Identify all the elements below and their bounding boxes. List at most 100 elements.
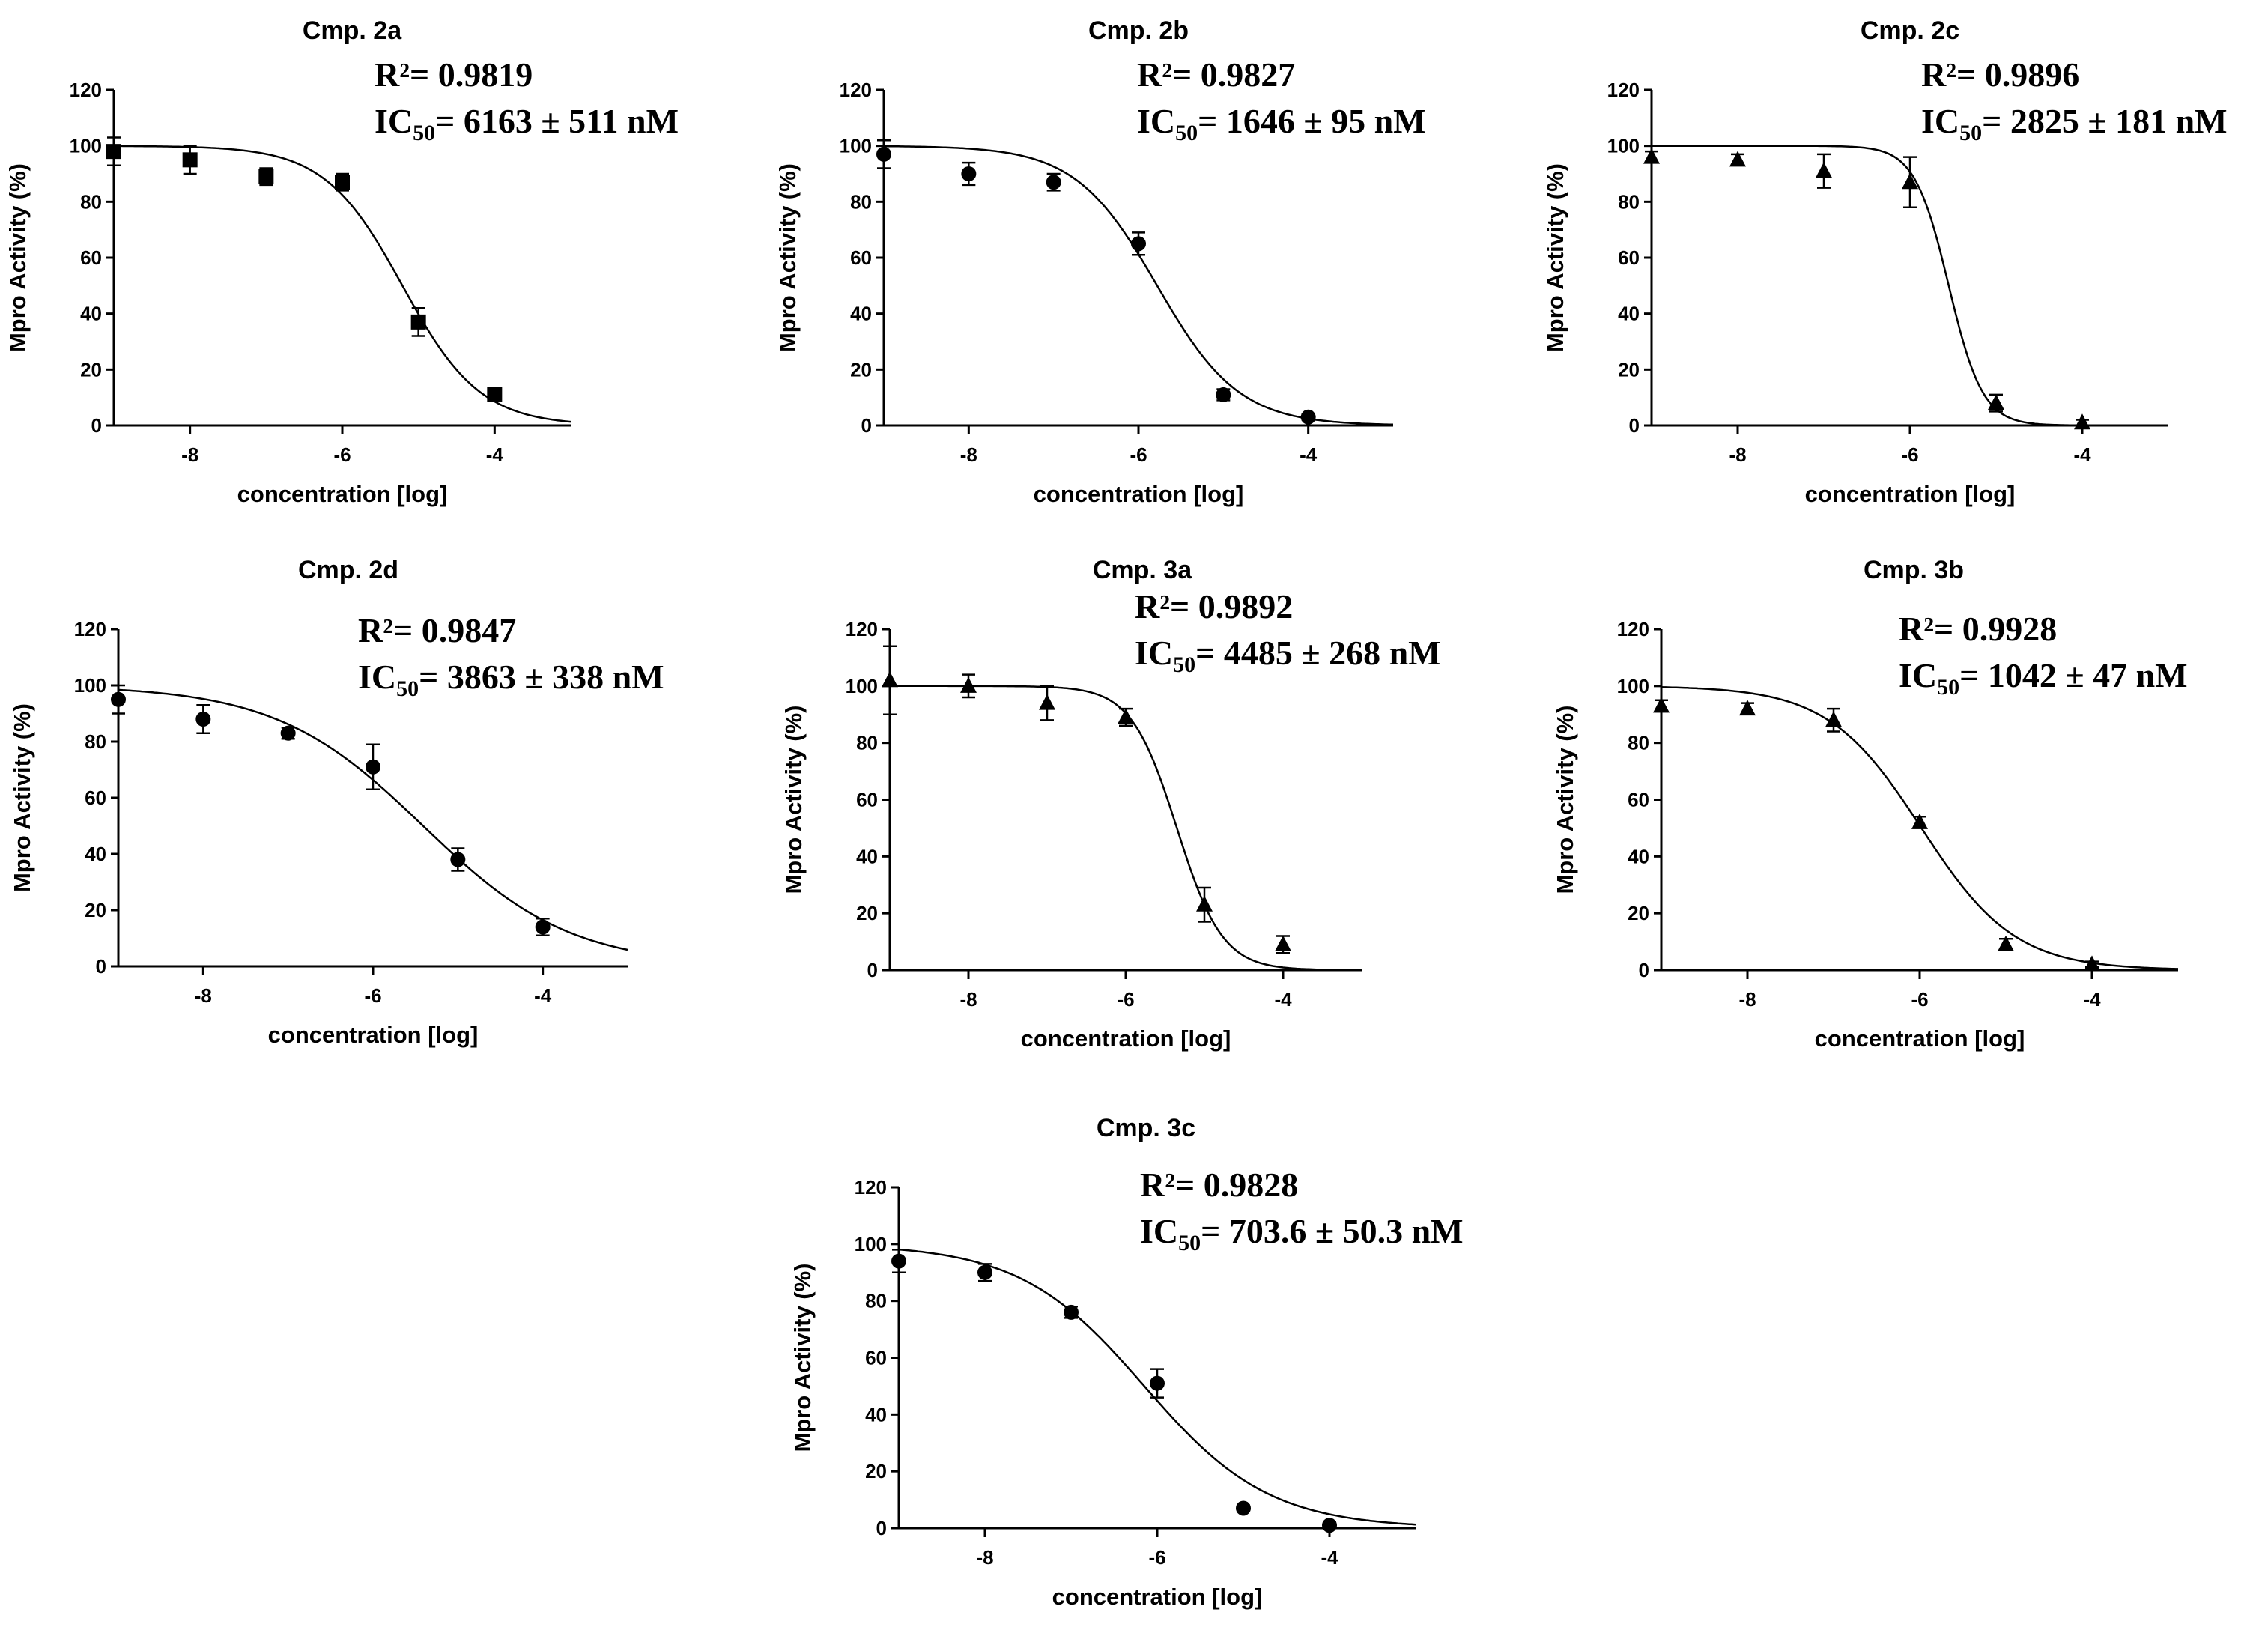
ic50-label: IC50= 1646 ± 95 nM — [1137, 102, 1426, 145]
ic50-value: = 1646 ± 95 nM — [1198, 102, 1425, 140]
x-tick-label: -6 — [1130, 443, 1147, 466]
data-point — [1988, 394, 2004, 410]
y-tick-label: 100 — [1607, 135, 1640, 157]
data-point — [1643, 148, 1660, 164]
y-tick-label: 80 — [1628, 732, 1649, 754]
x-axis-label: concentration [log] — [1034, 481, 1244, 507]
y-tick-label: 120 — [74, 618, 106, 640]
ic50-subscript: 50 — [1937, 675, 1959, 700]
y-tick-label: 40 — [856, 845, 878, 867]
data-point — [1300, 409, 1316, 425]
fit-curve — [890, 685, 1362, 972]
ic50-subscript: 50 — [1175, 121, 1198, 145]
data-point — [1998, 935, 2014, 951]
ic50-prefix: IC — [375, 102, 413, 140]
y-tick-label: 60 — [1628, 789, 1649, 811]
y-tick-label: 120 — [1617, 618, 1649, 640]
data-point — [366, 759, 380, 775]
ic50-value: = 2825 ± 181 nM — [1982, 102, 2227, 140]
chart-panel-6: Cmp. 3b 0 20 40 60 80 100 120 -8 -6 -4 concentratio… — [1552, 556, 2188, 1052]
y-tick-label: 60 — [850, 246, 872, 269]
y-tick-label: 40 — [865, 1403, 887, 1426]
chart-panel-2: Cmp. 2b 0 20 40 60 80 100 120 -8 -6 -4 concentratio… — [774, 16, 1426, 507]
ic50-subscript: 50 — [1178, 1231, 1201, 1255]
data-point — [961, 166, 977, 181]
data-point — [487, 387, 503, 402]
y-tick-label: 120 — [855, 1176, 887, 1199]
y-tick-label: 20 — [850, 358, 872, 381]
y-tick-label: 120 — [1607, 79, 1640, 101]
y-tick-label: 100 — [1617, 675, 1649, 697]
y-tick-label: 20 — [865, 1460, 887, 1482]
ic50-prefix: IC — [1137, 102, 1175, 140]
data-point — [1196, 895, 1213, 912]
data-point — [2074, 413, 2090, 430]
data-point — [891, 1253, 906, 1269]
data-point — [1046, 175, 1061, 190]
r-squared-label: R²= 0.9847 — [358, 611, 516, 649]
ic50-value: = 703.6 ± 50.3 nM — [1201, 1212, 1463, 1250]
y-tick-label: 100 — [855, 1233, 887, 1255]
data-point — [106, 144, 121, 160]
r-squared-label: R²= 0.9928 — [1899, 610, 2057, 648]
data-point — [111, 691, 126, 707]
y-tick-label: 20 — [1628, 902, 1649, 924]
x-tick-label: -6 — [333, 443, 351, 466]
x-tick-label: -6 — [1148, 1546, 1165, 1569]
data-point — [977, 1264, 992, 1280]
chart-panel-4: Cmp. 2d 0 20 40 60 80 100 120 -8 -6 -4 concentratio… — [9, 556, 664, 1048]
y-axis-label: Mpro Activity (%) — [4, 163, 31, 352]
data-point — [1729, 151, 1746, 167]
x-tick-label: -6 — [1117, 988, 1134, 1011]
r-squared-label: R²= 0.9896 — [1921, 55, 2079, 94]
chart-title: Cmp. 3c — [1097, 1114, 1195, 1142]
x-tick-label: -8 — [1729, 443, 1746, 466]
r-squared-label: R²= 0.9819 — [375, 55, 533, 94]
y-axis-label: Mpro Activity (%) — [774, 163, 801, 352]
data-point — [1216, 387, 1231, 402]
r-squared-label: R²= 0.9827 — [1137, 55, 1295, 94]
data-point — [876, 146, 891, 162]
chart-title: Cmp. 3b — [1864, 556, 1964, 584]
y-tick-label: 40 — [850, 303, 872, 325]
x-tick-label: -8 — [976, 1546, 993, 1569]
y-tick-label: 0 — [1639, 959, 1649, 981]
chart-panel-1: Cmp. 2a 0 20 40 60 80 100 120 -8 -6 -4 concentratio… — [4, 16, 679, 507]
x-tick-label: -6 — [1901, 443, 1918, 466]
x-tick-label: -8 — [195, 984, 212, 1007]
y-tick-label: 80 — [80, 190, 102, 213]
y-tick-label: 80 — [85, 730, 106, 753]
ic50-subscript: 50 — [1959, 121, 1982, 145]
x-tick-label: -4 — [1321, 1546, 1338, 1569]
ic50-subscript: 50 — [413, 121, 435, 145]
y-axis-label: Mpro Activity (%) — [1552, 705, 1578, 894]
x-axis-label: concentration [log] — [1805, 481, 2016, 507]
chart-title: Cmp. 2b — [1088, 16, 1189, 45]
y-tick-label: 0 — [91, 414, 102, 437]
data-point — [1825, 711, 1842, 727]
x-axis-label: concentration [log] — [268, 1022, 479, 1048]
data-point — [335, 175, 350, 190]
y-tick-label: 60 — [865, 1347, 887, 1369]
y-tick-label: 100 — [74, 674, 106, 697]
data-point — [1322, 1518, 1337, 1533]
x-axis-label: concentration [log] — [1815, 1025, 2025, 1052]
ic50-label: IC50= 6163 ± 511 nM — [375, 102, 679, 145]
ic50-prefix: IC — [1135, 634, 1173, 672]
ic50-prefix: IC — [358, 658, 396, 696]
x-tick-label: -4 — [534, 984, 552, 1007]
y-tick-label: 120 — [846, 618, 878, 640]
data-point — [1275, 935, 1291, 951]
data-point — [450, 852, 466, 867]
chart-panel-3: Cmp. 2c 0 20 40 60 80 100 120 -8 -6 -4 concentratio… — [1542, 16, 2228, 507]
x-tick-label: -4 — [1300, 443, 1318, 466]
y-tick-label: 0 — [876, 1517, 887, 1539]
chart-title: Cmp. 2a — [303, 16, 402, 45]
y-tick-label: 0 — [861, 414, 872, 437]
y-tick-label: 20 — [1618, 358, 1640, 381]
y-tick-label: 80 — [856, 732, 878, 754]
chart-panel-5: Cmp. 3a 0 20 40 60 80 100 120 -8 -6 -4 concentratio… — [780, 556, 1441, 1052]
y-axis-label: Mpro Activity (%) — [789, 1263, 816, 1452]
data-point — [182, 152, 198, 168]
data-point — [195, 712, 211, 727]
